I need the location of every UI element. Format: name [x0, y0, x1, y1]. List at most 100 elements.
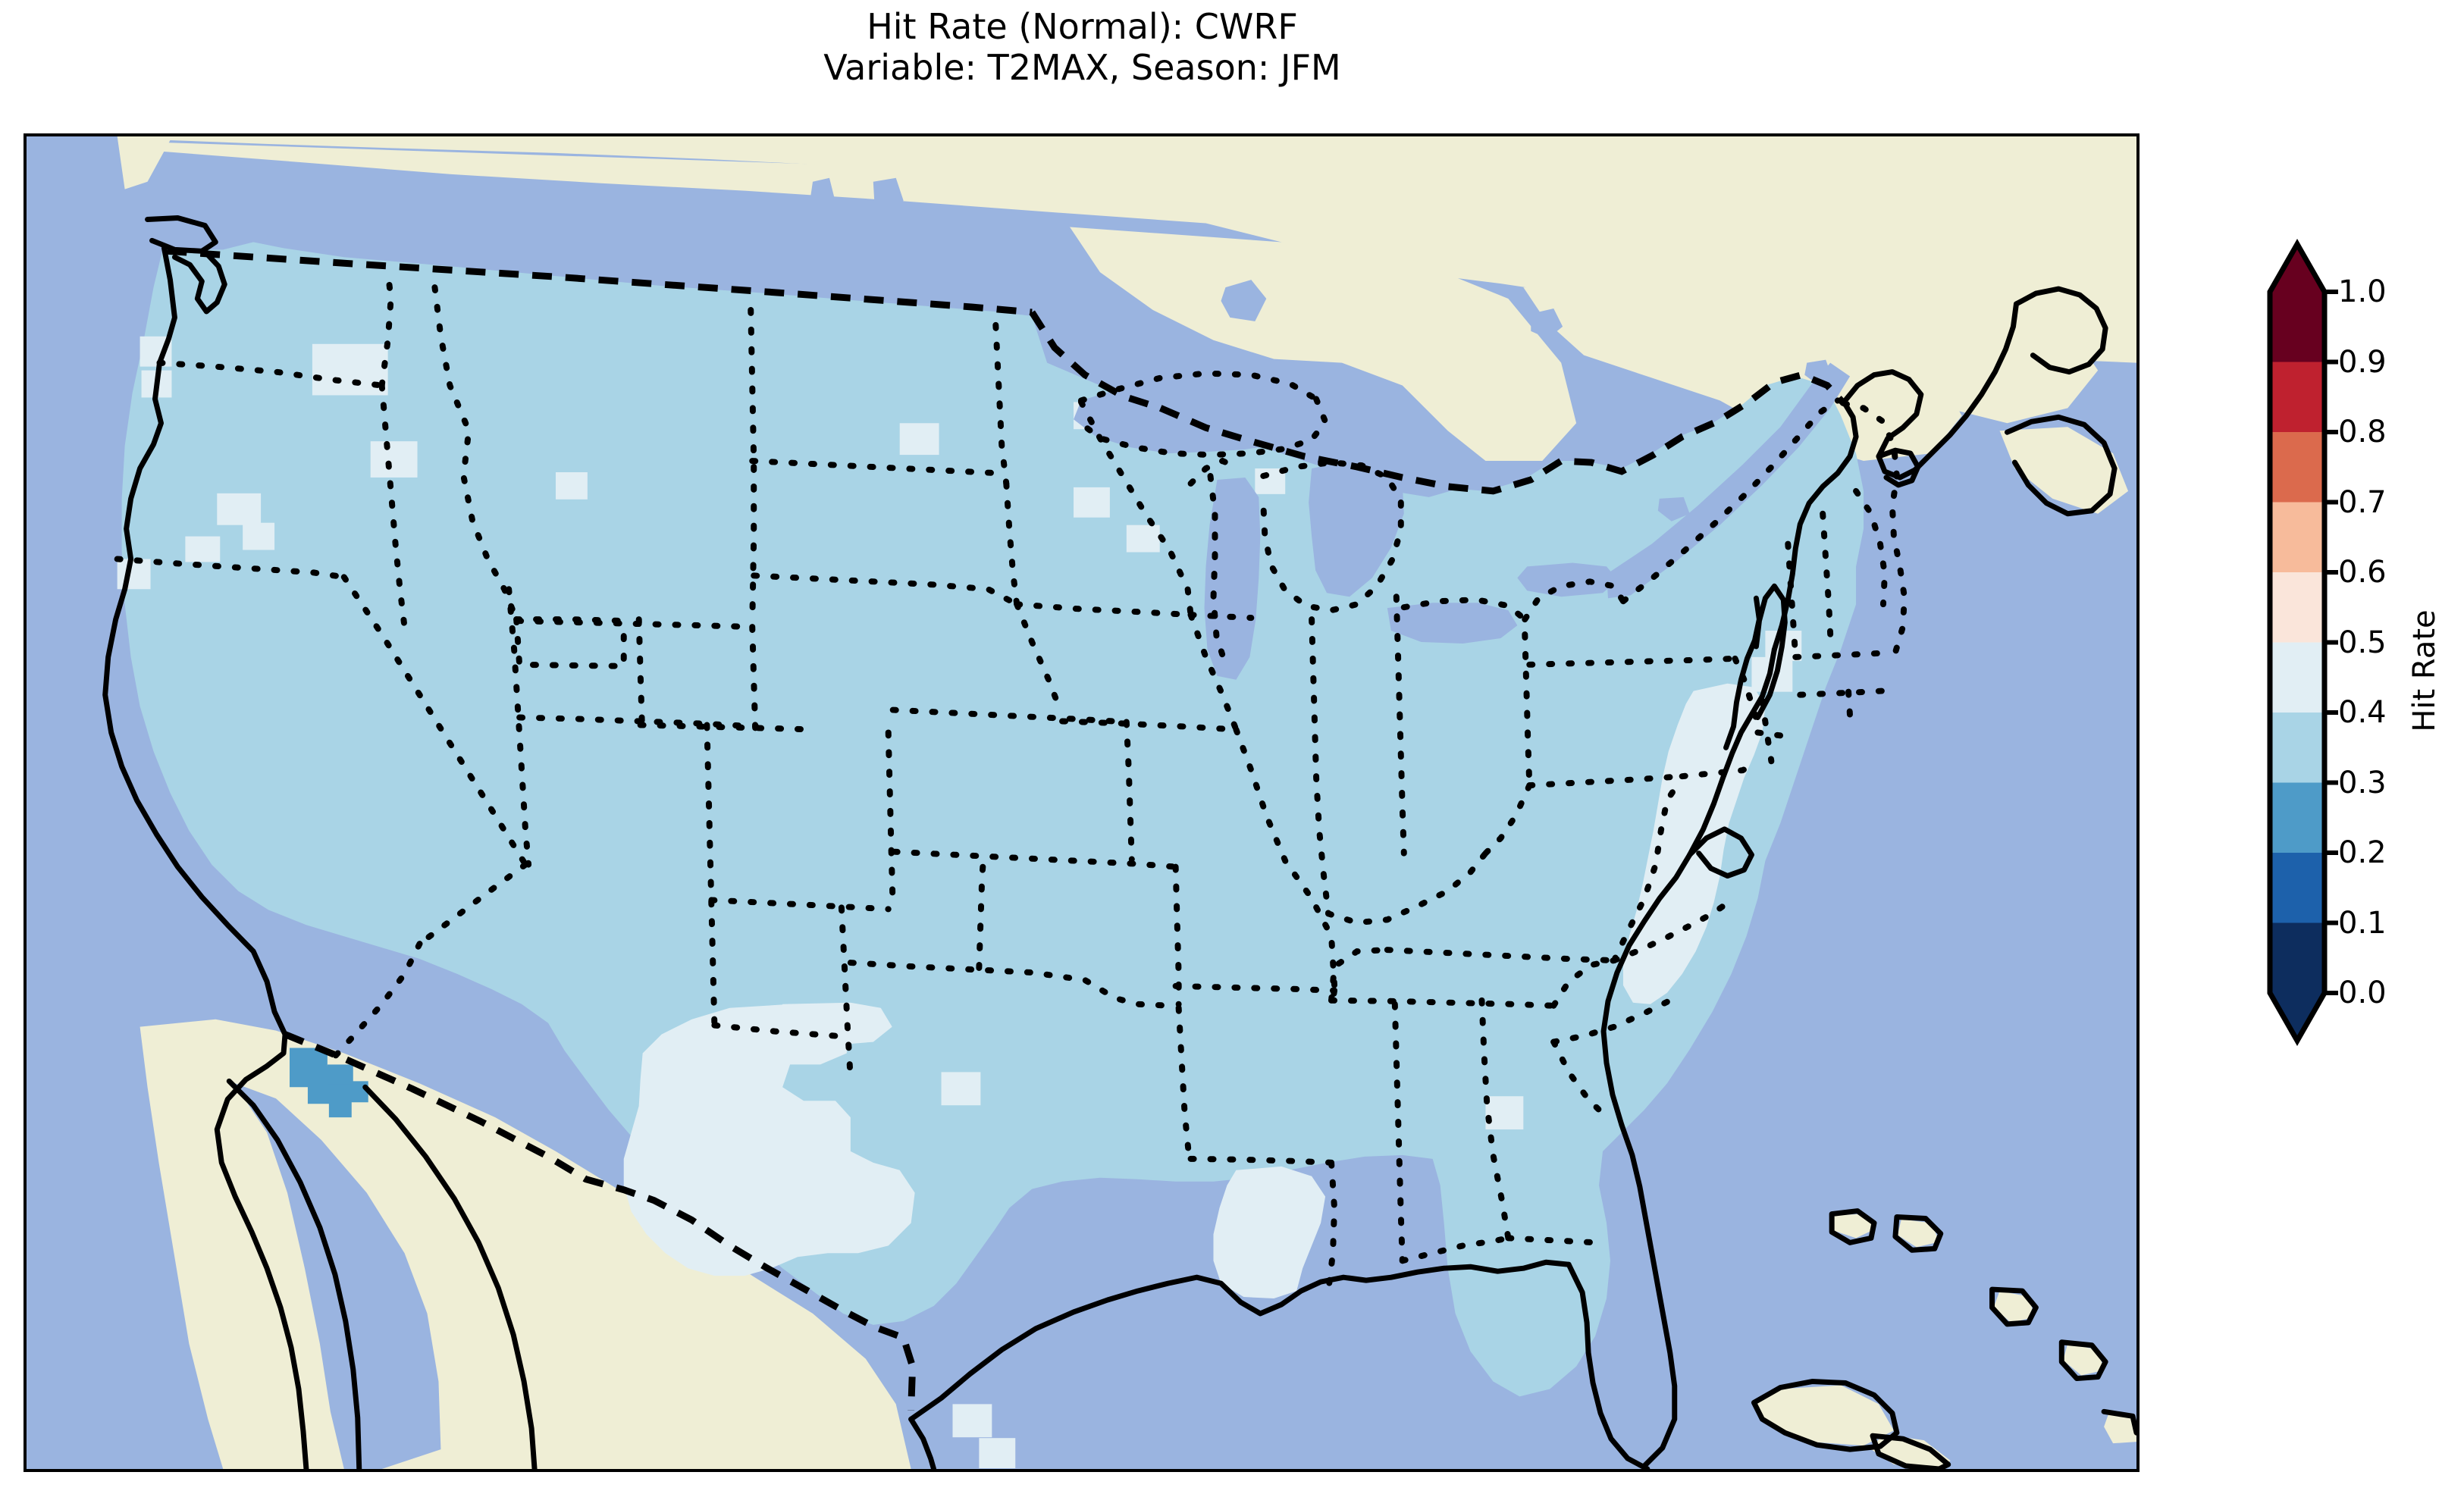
lake-winnipeg: [807, 177, 837, 250]
colorbar-tick-label-2: 0.2: [2338, 835, 2387, 870]
colorbar-tick-label-10: 1.0: [2338, 274, 2387, 309]
canada-border-strip: [162, 142, 2136, 363]
state-border-ms-al: [1391, 1001, 1406, 1264]
colorbar-tick-label-3: 0.3: [2338, 765, 2387, 800]
state-border-mo-il: [1233, 726, 1338, 988]
colorbar-tick-label-0: 0.0: [2338, 976, 2387, 1010]
bahamas-island-2: [1897, 1219, 1939, 1248]
canada-landmass: [117, 136, 2136, 277]
state-border-wa-id: [378, 269, 394, 389]
state-border-wi-lake-mi: [1207, 472, 1229, 668]
colorbar-tick-label-1: 0.1: [2338, 905, 2387, 941]
bahamas-island-3: [1993, 1291, 2034, 1323]
great-lakes: [807, 177, 1851, 680]
colorbar-tick-label-7: 0.7: [2338, 484, 2387, 520]
state-border-oh-ky: [1325, 850, 1489, 926]
coastline-cuba-east: [1870, 1433, 1951, 1469]
coastline-gulf: [908, 1259, 1572, 1422]
state-border-oh-lake-erie: [1400, 597, 1528, 623]
state-border-va-nc: [1610, 900, 1731, 964]
state-border-id-wy: [513, 616, 627, 625]
ontario-quebec-lobe: [1070, 227, 1577, 462]
state-border-in-oh: [1393, 594, 1407, 857]
state-border-tn-south: [1328, 997, 1557, 1009]
colorbar-band-0.8-0.9: [2270, 362, 2324, 432]
lake-ontario: [1517, 562, 1618, 597]
state-borders: [114, 269, 1908, 1295]
colorbar-tick-label-9: 0.9: [2338, 344, 2387, 380]
coastline-bahamas-3: [1989, 1286, 2039, 1327]
colorbar: 0.0 0.1 0.2 0.3 0.4 0.5 0.6 0.7 0.8 0.9 …: [2259, 235, 2456, 1107]
colorbar-band-0.5-0.6: [2270, 572, 2324, 643]
data-cell-band-0.4-0.5: [185, 536, 221, 562]
state-border-sd-mn: [1003, 480, 1020, 608]
lake-small-2: [1221, 280, 1267, 321]
state-border-ut-wy: [513, 616, 627, 669]
state-border-pa-ny: [1526, 655, 1738, 668]
coastline-florida-east: [1619, 1122, 1678, 1469]
coastline-florida: [1566, 1261, 1651, 1469]
state-border-ne-ks: [889, 706, 1130, 725]
state-border-ut-co: [635, 616, 645, 725]
state-border-tx-panhandle: [976, 853, 987, 971]
coastline-mexico-mainland-west: [362, 1084, 538, 1469]
data-cell-band-0.4-0.5: [243, 522, 275, 550]
state-border-nd-mn: [992, 321, 1010, 487]
nova-scotia: [1999, 427, 2129, 514]
state-border-mt-nd: [748, 306, 757, 627]
colorbar-band-0.4-0.5: [2270, 642, 2324, 713]
coastline-bahamas-2: [1892, 1214, 1944, 1253]
title-line-2: Variable: T2MAX, Season: JFM: [823, 47, 1341, 89]
state-border-or-id: [378, 382, 408, 631]
map-canvas: [27, 136, 2136, 1469]
colorbar-extend-min-arrow: [2270, 993, 2324, 1041]
coastline-bahamas-4: [2058, 1339, 2108, 1382]
coastline-maine: [1912, 301, 2019, 473]
border-usa-mexico: [284, 1031, 917, 1411]
state-border-mi-up: [1078, 370, 1320, 404]
colorbar-band-0.6-0.7: [2270, 502, 2324, 572]
data-cell-band-0.4-0.5: [1126, 525, 1160, 553]
data-cell-band-0.4-0.5: [941, 1072, 981, 1106]
coastline-canada-maritime: [2013, 286, 2108, 375]
coastline-bahamas-5: [2101, 1408, 2136, 1436]
state-border-ca-az: [324, 941, 423, 1068]
state-border-ne-ia: [1014, 601, 1064, 715]
colorbar-band-0.9-1.0: [2270, 292, 2324, 362]
country-borders: [167, 247, 1847, 1411]
data-cell-band-0.4-0.5: [979, 1438, 1016, 1469]
coastlines: [102, 215, 2136, 1469]
border-usa-canada-49: [1029, 310, 1162, 412]
georgian-bay: [1385, 452, 1467, 497]
st-lawrence-river: [1607, 362, 1851, 599]
border-usa-canada-east: [1158, 371, 1847, 495]
lake-small-1: [873, 177, 904, 216]
state-border-ia-il: [1187, 612, 1240, 733]
state-border-mt-wy: [515, 618, 756, 631]
coastline-new-england: [1841, 369, 1924, 481]
state-border-wv-pa: [1526, 773, 1685, 789]
state-border-al-fl: [1399, 1235, 1512, 1264]
coastline-baja-east: [226, 1078, 362, 1469]
coastline-atlantic-south: [1600, 852, 1693, 1128]
map-frame: [24, 133, 2140, 1472]
colorbar-band-0.2-0.3: [2270, 782, 2324, 853]
data-cell-band-0.2-0.3: [327, 1064, 353, 1085]
coastline-bahamas-1: [1829, 1208, 1877, 1245]
colorbar-band-0.3-0.4: [2270, 713, 2324, 783]
coastline-nova-scotia: [2005, 414, 2118, 517]
state-border-mn-wi: [1078, 399, 1194, 619]
state-border-nv-az: [416, 861, 529, 947]
figure-title: Hit Rate (Normal): CWRF Variable: T2MAX,…: [0, 6, 2165, 89]
data-cluster-band-0.4-0.5-texas-panhandle: [779, 1002, 892, 1046]
colorbar-tick-label-4: 0.4: [2338, 695, 2387, 730]
state-border-tx-la: [1175, 1004, 1193, 1162]
coastline-chesapeake: [1687, 647, 1777, 858]
state-border-ny-vt: [1785, 540, 1799, 660]
state-border-pa-nj: [1732, 655, 1761, 727]
state-border-al-ga: [1478, 997, 1512, 1242]
cuba-island: [1754, 1385, 1894, 1446]
bahamas-island-1: [1833, 1214, 1875, 1239]
data-cell-band-0.4-0.5: [952, 1404, 992, 1438]
state-border-nc-sc: [1550, 994, 1678, 1045]
